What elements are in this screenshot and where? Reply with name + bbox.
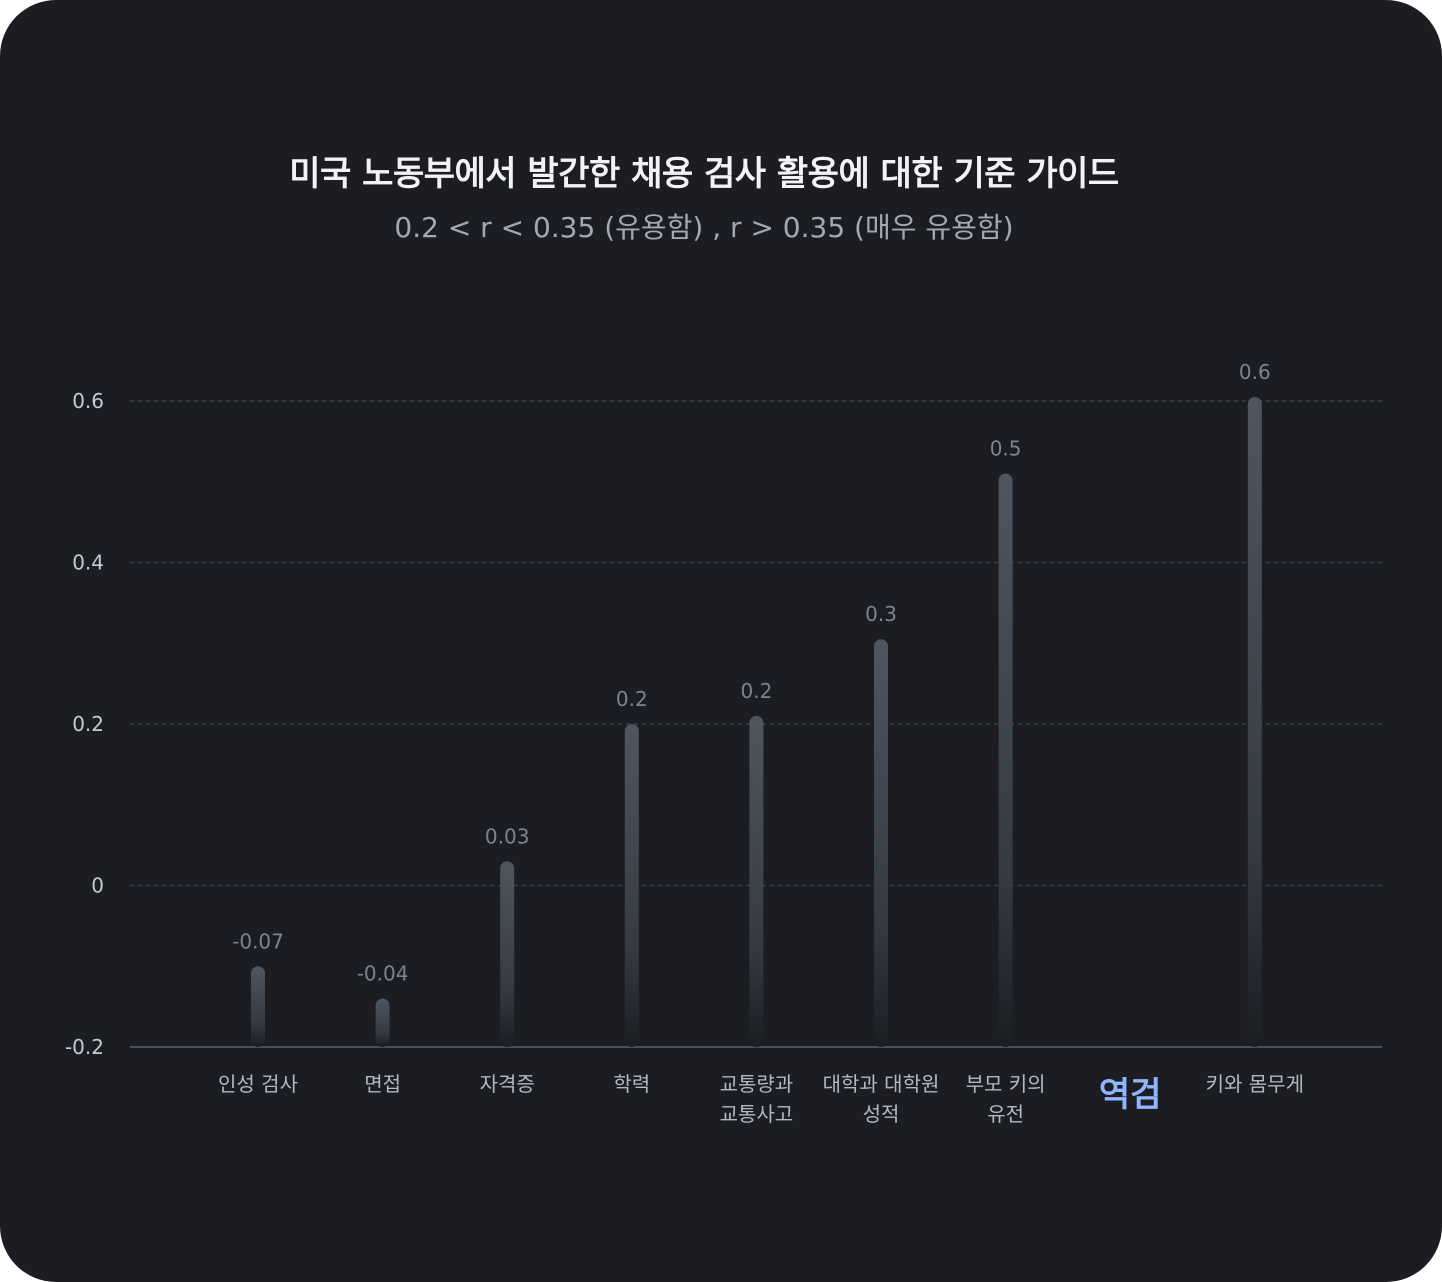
- y-tick-label: -0.2: [65, 1035, 104, 1059]
- bar: [874, 639, 888, 1047]
- bar: [375, 998, 390, 1047]
- data-label: 0.6: [1239, 360, 1271, 384]
- bars: [251, 396, 1262, 1047]
- labels: -0.07 인성 검사 -0.04 면접 0.03 자격증 0.2 학력 0.2 교통량과교통사고…: [218, 360, 1304, 1126]
- x-category-label: 면접: [364, 1072, 401, 1096]
- x-category-label: 성적: [863, 1102, 900, 1126]
- x-category-label: 유전: [987, 1102, 1024, 1126]
- data-label: 0.03: [485, 824, 530, 848]
- bar: [749, 715, 764, 1047]
- x-category-label: 부모 키의: [966, 1072, 1046, 1096]
- x-category-label: 교통사고: [720, 1102, 794, 1126]
- axes: -0.2 0 0.2 0.4 0.6: [65, 389, 1382, 1059]
- bar: [998, 473, 1013, 1047]
- data-label: -0.07: [232, 929, 284, 953]
- y-tick-label: 0: [91, 874, 104, 898]
- data-label: 0.3: [865, 602, 897, 626]
- x-category-label: 교통량과: [720, 1072, 794, 1096]
- x-category-label: 인성 검사: [218, 1072, 298, 1096]
- chart-title: 미국 노동부에서 발간한 채용 검사 활용에 대한 기준 가이드: [289, 154, 1119, 194]
- bar: [624, 724, 639, 1047]
- y-tick-label: 0.2: [72, 712, 104, 736]
- y-tick-label: 0.6: [72, 389, 104, 413]
- x-category-label: 대학과 대학원: [823, 1072, 940, 1096]
- x-category-label: 자격증: [480, 1072, 535, 1096]
- x-category-label-highlight: 역검: [1099, 1075, 1162, 1115]
- bar: [251, 966, 265, 1047]
- x-category-label: 학력: [613, 1072, 650, 1096]
- y-tick-label: 0.4: [72, 551, 104, 575]
- bar: [1247, 396, 1262, 1047]
- data-label: 0.2: [616, 687, 648, 711]
- x-category-label: 키와 몸무게: [1206, 1072, 1304, 1096]
- data-label: 0.2: [740, 679, 772, 703]
- data-label: -0.04: [357, 962, 409, 986]
- data-label: 0.5: [990, 437, 1022, 461]
- chart-subtitle: 0.2 < r < 0.35 (유용함) , r > 0.35 (매우 유용함): [394, 211, 1014, 244]
- bar: [500, 861, 515, 1047]
